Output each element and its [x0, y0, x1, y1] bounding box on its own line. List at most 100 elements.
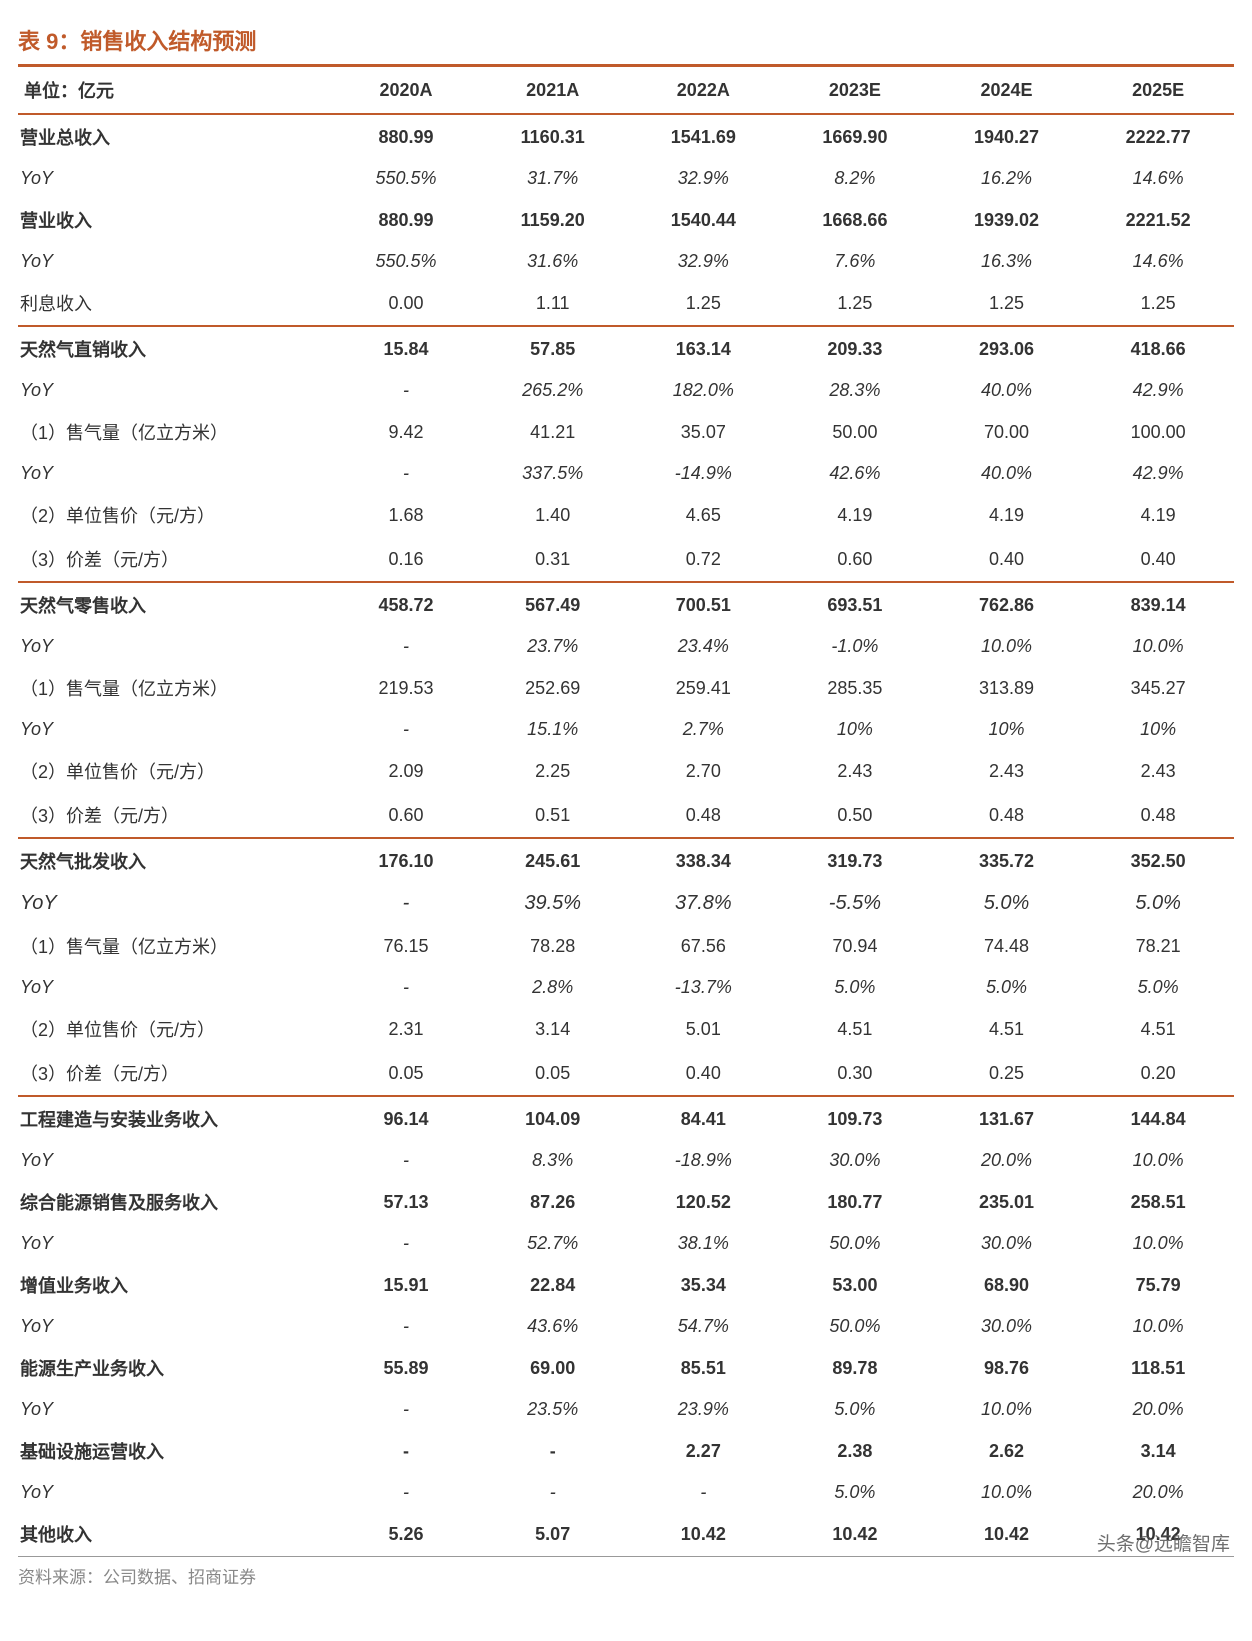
row-value: 550.5%: [334, 242, 478, 281]
row-label: （3）价差（元/方）: [18, 793, 334, 838]
row-value: 1.11: [478, 281, 628, 326]
row-label: YoY: [18, 968, 334, 1007]
row-value: 32.9%: [628, 242, 780, 281]
row-value: 10.0%: [1082, 1307, 1234, 1346]
row-value: 10.42: [779, 1512, 931, 1556]
row-value: 109.73: [779, 1096, 931, 1141]
row-value: 0.48: [628, 793, 780, 838]
row-value: 1160.31: [478, 114, 628, 159]
row-value: 4.19: [931, 493, 1083, 537]
table-row: 基础设施运营收入--2.272.382.623.14: [18, 1429, 1234, 1473]
row-value: 74.48: [931, 924, 1083, 968]
row-value: 10.0%: [1082, 1141, 1234, 1180]
row-label: 增值业务收入: [18, 1263, 334, 1307]
row-value: 0.20: [1082, 1051, 1234, 1096]
row-value: 131.67: [931, 1096, 1083, 1141]
row-label: 利息收入: [18, 281, 334, 326]
row-value: 1.25: [1082, 281, 1234, 326]
row-value: 20.0%: [931, 1141, 1083, 1180]
row-value: 5.0%: [931, 968, 1083, 1007]
row-value: 2.31: [334, 1007, 478, 1051]
table-row: YoY---5.0%10.0%20.0%: [18, 1473, 1234, 1512]
row-value: 15.1%: [478, 710, 628, 749]
row-value: 15.91: [334, 1263, 478, 1307]
row-value: 5.0%: [1082, 968, 1234, 1007]
row-label: YoY: [18, 371, 334, 410]
row-value: 0.60: [334, 793, 478, 838]
row-value: 14.6%: [1082, 159, 1234, 198]
col-2024e: 2024E: [931, 67, 1083, 114]
row-label: 其他收入: [18, 1512, 334, 1556]
row-value: 76.15: [334, 924, 478, 968]
row-value: 104.09: [478, 1096, 628, 1141]
table-row: （1）售气量（亿立方米）76.1578.2867.5670.9474.4878.…: [18, 924, 1234, 968]
row-value: 0.40: [931, 537, 1083, 582]
row-value: 293.06: [931, 326, 1083, 371]
row-value: 1.25: [779, 281, 931, 326]
row-value: 10.0%: [1082, 627, 1234, 666]
row-value: 2.27: [628, 1429, 780, 1473]
row-value: 37.8%: [628, 883, 780, 924]
row-value: 2.7%: [628, 710, 780, 749]
row-value: 87.26: [478, 1180, 628, 1224]
row-value: 5.26: [334, 1512, 478, 1556]
row-value: 8.2%: [779, 159, 931, 198]
row-value: 30.0%: [931, 1307, 1083, 1346]
row-value: -1.0%: [779, 627, 931, 666]
row-value: 313.89: [931, 666, 1083, 710]
table-row: YoY-43.6%54.7%50.0%30.0%10.0%: [18, 1307, 1234, 1346]
row-value: 52.7%: [478, 1224, 628, 1263]
row-value: 144.84: [1082, 1096, 1234, 1141]
row-value: 182.0%: [628, 371, 780, 410]
row-label: 天然气批发收入: [18, 838, 334, 883]
row-value: -: [334, 1429, 478, 1473]
row-label: YoY: [18, 454, 334, 493]
row-value: 23.7%: [478, 627, 628, 666]
row-value: -: [478, 1429, 628, 1473]
row-value: 0.40: [1082, 537, 1234, 582]
row-value: 89.78: [779, 1346, 931, 1390]
table-row: YoY-39.5%37.8%-5.5%5.0%5.0%: [18, 883, 1234, 924]
row-value: 235.01: [931, 1180, 1083, 1224]
row-value: 9.42: [334, 410, 478, 454]
row-value: 5.0%: [1082, 883, 1234, 924]
row-value: 319.73: [779, 838, 931, 883]
row-label: （1）售气量（亿立方米）: [18, 410, 334, 454]
row-value: 2.62: [931, 1429, 1083, 1473]
col-unit: 单位：亿元: [18, 67, 334, 114]
row-value: 53.00: [779, 1263, 931, 1307]
row-value: 50.0%: [779, 1307, 931, 1346]
row-value: 85.51: [628, 1346, 780, 1390]
row-value: 2.43: [931, 749, 1083, 793]
row-value: 0.05: [478, 1051, 628, 1096]
row-value: 3.14: [478, 1007, 628, 1051]
row-value: 252.69: [478, 666, 628, 710]
row-value: 31.7%: [478, 159, 628, 198]
row-value: 762.86: [931, 582, 1083, 627]
row-value: 2221.52: [1082, 198, 1234, 242]
row-value: 0.72: [628, 537, 780, 582]
table-row: YoY-2.8%-13.7%5.0%5.0%5.0%: [18, 968, 1234, 1007]
table-row: 营业总收入880.991160.311541.691669.901940.272…: [18, 114, 1234, 159]
row-value: 1669.90: [779, 114, 931, 159]
row-value: 4.19: [779, 493, 931, 537]
row-value: 2.8%: [478, 968, 628, 1007]
col-2023e: 2023E: [779, 67, 931, 114]
row-label: 天然气零售收入: [18, 582, 334, 627]
row-label: （2）单位售价（元/方）: [18, 1007, 334, 1051]
row-value: 2.70: [628, 749, 780, 793]
table-row: 能源生产业务收入55.8969.0085.5189.7898.76118.51: [18, 1346, 1234, 1390]
row-value: 98.76: [931, 1346, 1083, 1390]
table-row: 天然气批发收入176.10245.61338.34319.73335.72352…: [18, 838, 1234, 883]
row-value: 4.51: [1082, 1007, 1234, 1051]
row-value: 285.35: [779, 666, 931, 710]
row-value: 50.00: [779, 410, 931, 454]
row-label: YoY: [18, 159, 334, 198]
table-row: YoY-337.5%-14.9%42.6%40.0%42.9%: [18, 454, 1234, 493]
row-value: -: [334, 371, 478, 410]
row-label: 综合能源销售及服务收入: [18, 1180, 334, 1224]
row-value: 567.49: [478, 582, 628, 627]
row-value: 880.99: [334, 198, 478, 242]
row-label: 营业收入: [18, 198, 334, 242]
row-value: 5.0%: [779, 1473, 931, 1512]
